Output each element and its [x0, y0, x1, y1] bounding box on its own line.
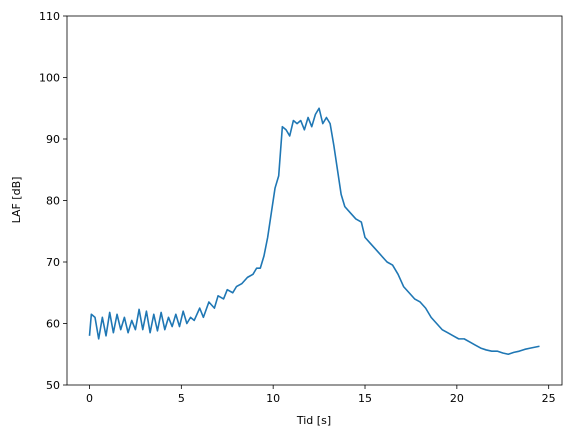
y-tick-label: 100 — [39, 72, 60, 85]
x-tick-label: 25 — [542, 392, 556, 405]
y-axis-label: LAF [dB] — [10, 177, 23, 224]
x-tick-label: 10 — [266, 392, 280, 405]
data-line — [88, 107, 540, 356]
y-tick-label: 70 — [46, 256, 60, 269]
x-tick-label: 5 — [178, 392, 185, 405]
plot-frame — [66, 15, 563, 386]
y-tick-label: 90 — [46, 133, 60, 146]
x-tick-label: 20 — [450, 392, 464, 405]
x-tick-label: 0 — [86, 392, 93, 405]
y-tick-label: 110 — [39, 10, 60, 23]
x-tick-label: 15 — [358, 392, 372, 405]
x-axis-label: Tid [s] — [296, 414, 331, 427]
y-tick-label: 80 — [46, 195, 60, 208]
y-tick-label: 50 — [46, 379, 60, 392]
y-tick-label: 60 — [46, 318, 60, 331]
